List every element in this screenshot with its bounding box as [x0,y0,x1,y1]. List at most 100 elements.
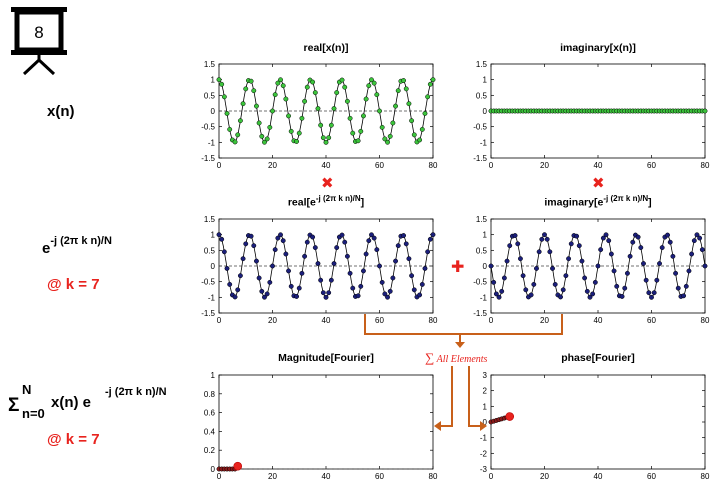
imag-kernel-point [512,233,518,238]
magnitude-xtick-label: 60 [375,472,384,481]
imag-kernel-point [568,241,574,247]
imag-kernel-point [699,247,705,253]
real-x-point [320,135,326,141]
imag-kernel-point [493,291,499,297]
real-kernel-point [366,238,372,244]
real-kernel-point [334,245,340,251]
real-kernel-ytick-label: -0.5 [201,278,215,287]
sum-term: x(n) e [51,394,92,411]
real-kernel-point [411,287,417,293]
sigma-symbol: Σ [8,395,20,416]
real-kernel-point [417,292,423,298]
real-kernel-point [270,263,275,269]
imag-kernel-point [582,275,588,281]
imag-kernel-xtick-label: 0 [489,316,494,325]
real-x-point [267,124,273,130]
real-x-point [419,126,425,132]
phase-ytick-label: -1 [480,434,488,443]
real-x-point [302,98,308,104]
real-kernel-xtick-label: 60 [375,316,384,325]
real-x-point [304,84,310,90]
imag-kernel-ytick-label: 1 [483,231,488,240]
imag-kernel-point [638,245,644,251]
real-x-point [361,113,366,119]
imag-kernel-point [499,288,505,294]
imag-x-ytick-label: 0.5 [476,91,488,100]
real-kernel-point [328,277,334,283]
real-kernel-point [318,277,324,283]
chart-title-magnitude: Magnitude[Fourier] [278,352,374,364]
sum-all-elements-label: ∑ All Elements [425,350,488,365]
real-x-point [224,111,230,116]
real-x-point [339,77,345,83]
real-kernel-xtick-label: 80 [429,316,438,325]
real-kernel-point [221,249,227,255]
imag-x-ytick-label: -1.5 [473,154,487,163]
magnitude-ytick-label: 0.4 [204,427,216,436]
real-x-point [430,77,436,83]
imag-kernel-point [504,258,510,264]
imag-kernel-xtick-label: 80 [701,316,710,325]
real-kernel-point [427,236,433,242]
imag-kernel-point [550,266,555,271]
real-kernel-point [310,234,316,240]
real-kernel-point [264,291,270,297]
imag-kernel-point [491,279,497,285]
real-kernel-point [232,294,238,300]
imag-kernel-point [651,290,657,296]
real-kernel-point [304,239,310,245]
imag-kernel-point [683,283,689,289]
real-kernel-point [395,243,401,249]
real-x-point [264,136,270,142]
real-kernel-ytick-label: 0 [211,262,216,271]
real-kernel-point [387,288,393,294]
real-x-ytick-label: 0.5 [204,91,216,100]
imag-kernel-point [584,288,590,294]
real-x-point [312,90,318,96]
imag-kernel-point [566,256,572,262]
imag-kernel-point [659,245,665,251]
sum-k-label: @ k = 7 [47,431,100,448]
chart-title-imag-x: imaginary[x(n)] [560,42,636,54]
real-x-point [334,90,340,96]
imag-kernel-point [635,234,641,240]
real-kernel-point [240,256,246,262]
real-kernel-point [259,288,265,294]
real-kernel-point [419,281,425,287]
real-x-point [387,133,393,139]
real-x-point [248,78,254,84]
kernel-base: e [42,240,51,257]
imag-kernel-point [630,239,636,245]
imag-kernel-point [496,294,502,300]
arrow-head-down [455,342,465,348]
real-kernel-point [430,232,436,238]
real-x-point [275,80,281,86]
real-x-point [219,81,225,87]
imag-kernel-ytick-label: 0.5 [476,246,488,255]
real-kernel-point [393,258,398,264]
imag-kernel-point [657,261,662,266]
phase-xtick-label: 80 [701,472,710,481]
imag-kernel-point [587,294,593,300]
imag-kernel-point [574,233,580,239]
real-kernel-point [385,294,390,300]
imag-kernel-point [603,232,609,238]
real-x-point [342,84,348,90]
magnitude-highlight-point [233,461,243,471]
real-kernel-ytick-label: 1.5 [204,215,216,224]
real-kernel-point [275,235,281,241]
real-kernel-point [342,239,348,245]
real-x-point [425,94,431,100]
real-kernel-point [280,238,286,244]
imag-kernel-point [654,277,660,283]
imag-kernel-point [600,235,606,241]
real-x-point [278,77,283,83]
imag-x-ytick-label: 1.5 [476,60,488,69]
imag-x-ytick-label: -1 [480,138,488,147]
real-x-point [216,77,222,83]
real-kernel-point [312,245,318,251]
phase-axes-box [490,374,706,470]
real-kernel-point [262,294,267,300]
add-icon: ✚ [451,257,465,276]
